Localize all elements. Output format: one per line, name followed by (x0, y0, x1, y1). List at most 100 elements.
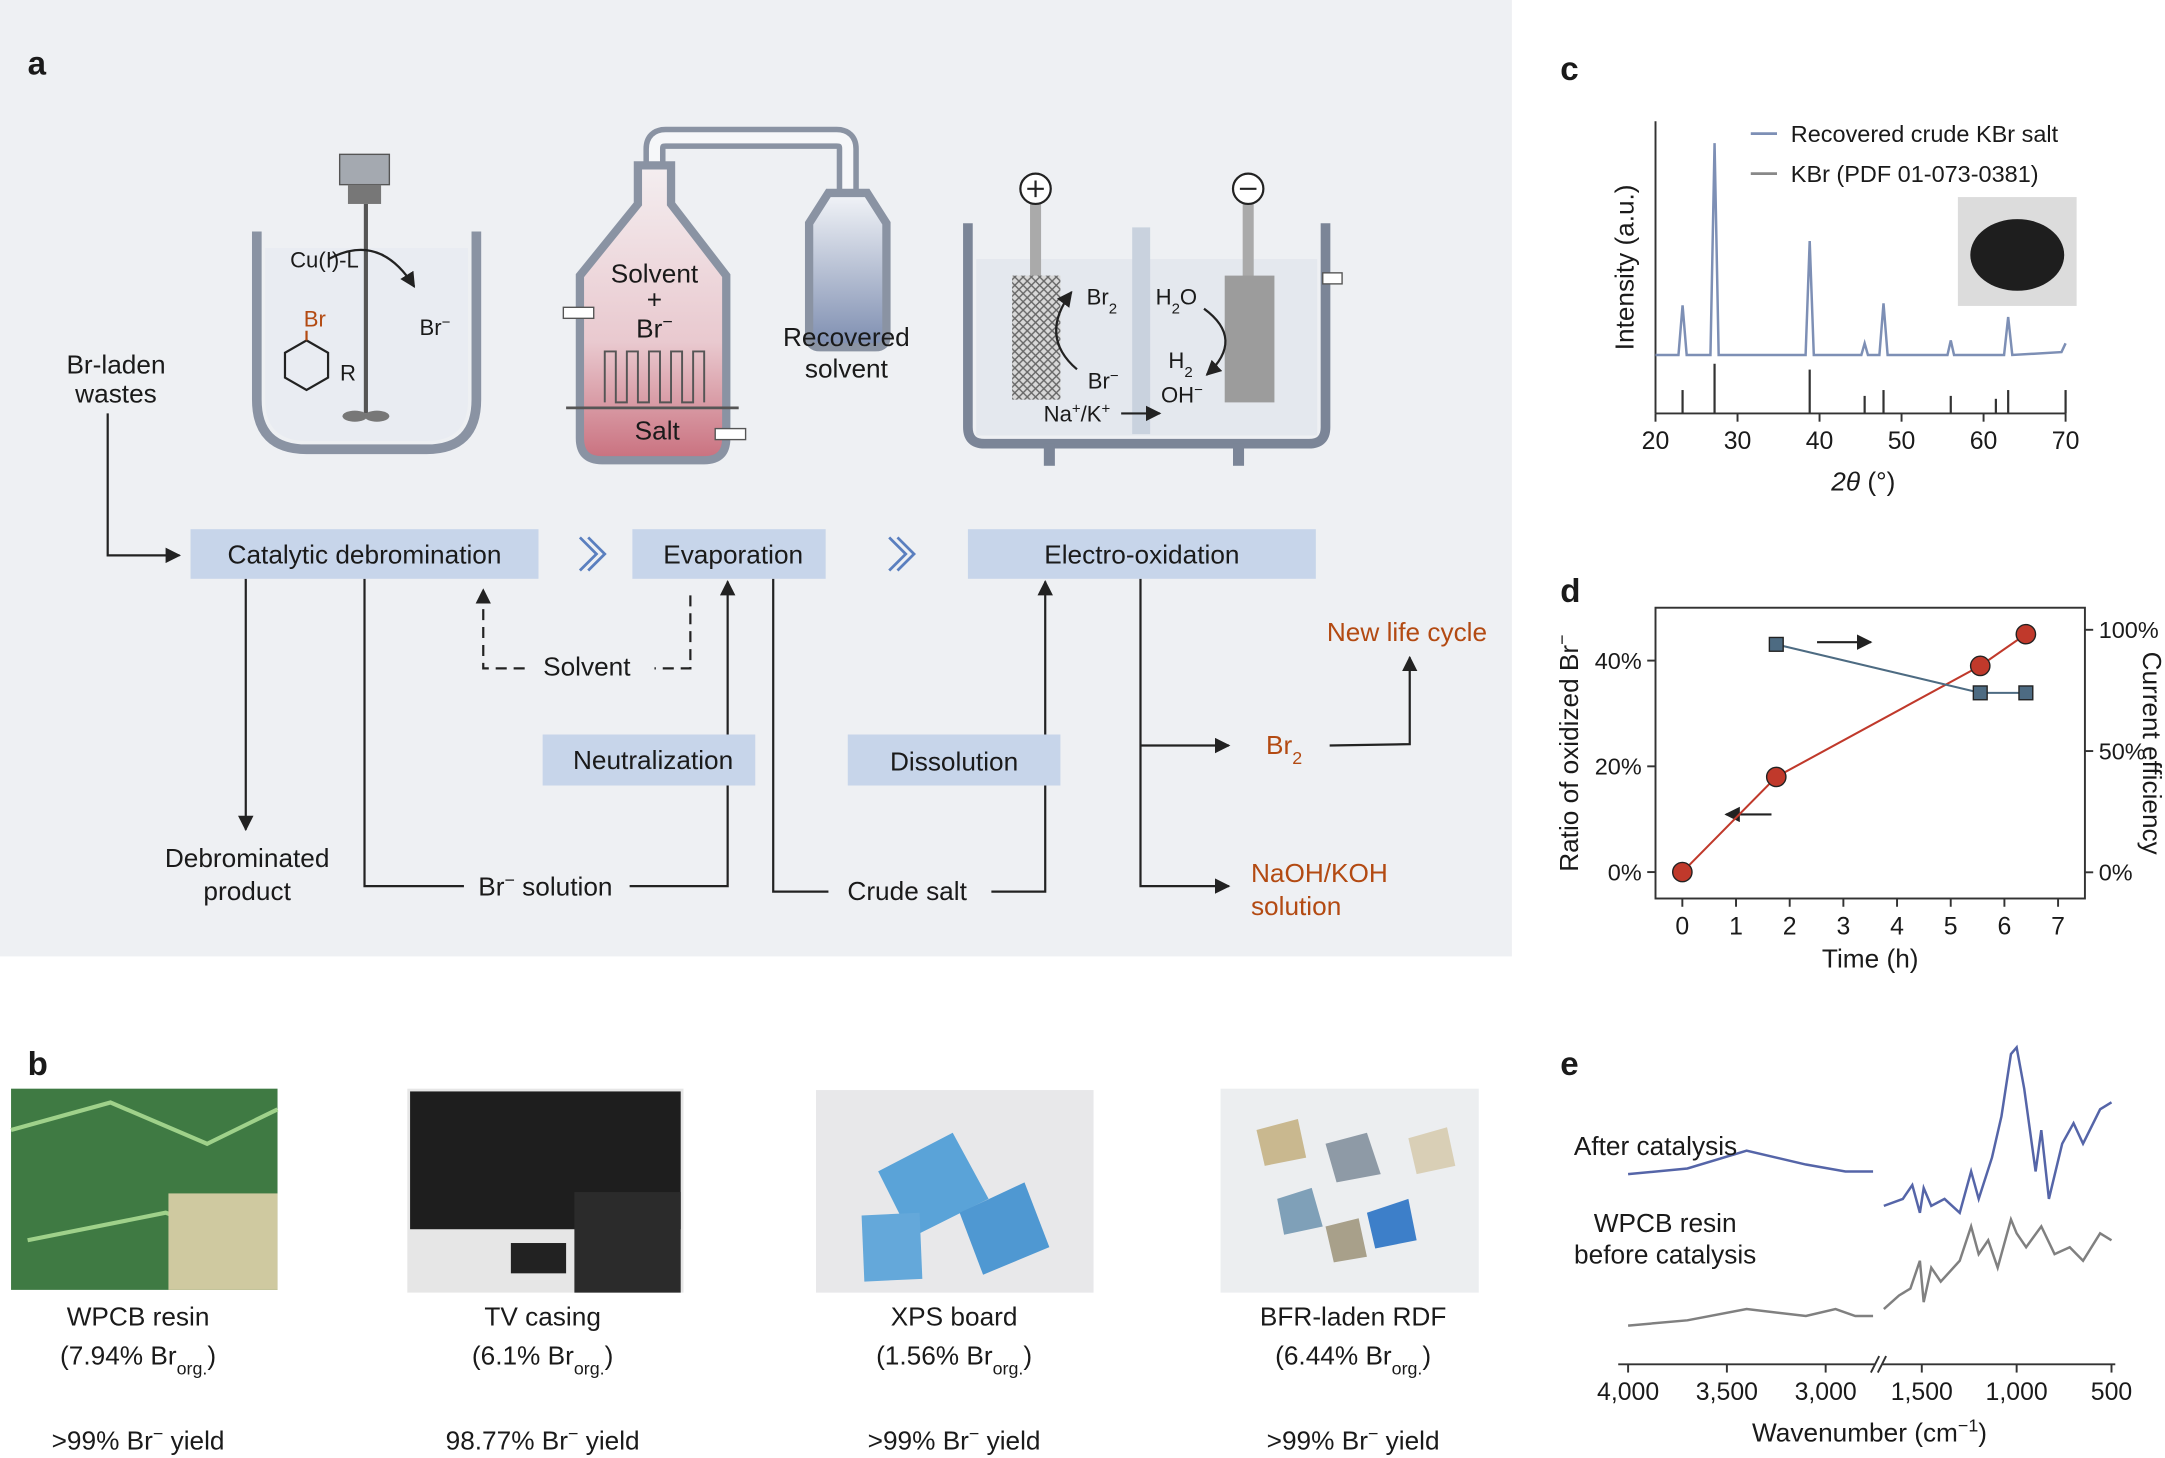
data-point (2018, 685, 2034, 701)
shape (364, 410, 390, 422)
x-tick-label: 50 (1888, 428, 1916, 455)
shape (1366, 1198, 1417, 1249)
panel-d-arrows (1724, 634, 1873, 823)
x-tick-label: 0 (1675, 913, 1689, 940)
legend-label: KBr (PDF 01-073-0381) (1791, 161, 2039, 187)
text-part: (6.44% Br (1275, 1340, 1392, 1370)
shape (967, 529, 1316, 579)
process-step: Dissolution (890, 746, 1018, 776)
text-part: 2θ (1830, 467, 1860, 497)
label: product (203, 876, 291, 906)
text-part: (1.56% Br (876, 1340, 993, 1370)
text-part: − (1368, 1424, 1378, 1444)
x-tick-label: 20 (1642, 428, 1670, 455)
text-part: H (1168, 348, 1184, 373)
sample-name: BFR-laden RDF (1260, 1302, 1446, 1332)
text-part: − (153, 1424, 163, 1444)
text-part: ) (1978, 1417, 1987, 1447)
text-part: ) (605, 1340, 614, 1370)
spectrum-line (1883, 1044, 2113, 1216)
sample-name: XPS board (891, 1302, 1018, 1332)
text-part: Br (478, 872, 504, 902)
data-point (1768, 636, 1784, 652)
data-point (1671, 861, 1693, 883)
plot-frame (1654, 606, 2086, 900)
y-tick-label: 20% (1595, 754, 1642, 780)
label: wastes (74, 378, 157, 408)
y2-tick-label: 100% (2099, 617, 2159, 643)
label: Br2 (1266, 730, 1302, 768)
y-tick-label: 40% (1595, 648, 1642, 674)
shape (1043, 443, 1055, 466)
shape (629, 580, 736, 888)
label: Br− (1088, 367, 1119, 393)
process-step: Catalytic debromination (228, 540, 502, 570)
x-axis-label: Wavenumber (cm−1) (1752, 1415, 1987, 1447)
spectrum-line (1655, 143, 2067, 357)
text-part: −1 (1958, 1415, 1978, 1435)
panel-label: e (1560, 1046, 1578, 1083)
legend-label: Recovered crude KBr salt (1791, 121, 2059, 147)
shape (475, 588, 525, 670)
x-tick-label: 5 (1944, 913, 1958, 940)
spectrum-line (1883, 1215, 2113, 1310)
label: Br− solution (478, 870, 612, 902)
shape (1325, 1132, 1381, 1183)
shape (338, 153, 391, 186)
shape (861, 1212, 923, 1282)
shape (1139, 578, 1231, 894)
label: Solvent (611, 259, 699, 289)
sample-composition: (6.1% Brorg.) (472, 1340, 613, 1378)
y2-tick-label: 50% (2099, 738, 2146, 764)
label: NaOH/KOH (1251, 858, 1388, 888)
spectrum-line (1627, 1307, 1874, 1327)
label: Br (304, 307, 326, 332)
shape (1322, 272, 1343, 285)
shape (963, 223, 1331, 449)
text-part: (7.94% Br (60, 1340, 177, 1370)
text-part: solution (515, 872, 613, 902)
shape (1203, 307, 1227, 376)
text-part: + (1102, 400, 1111, 417)
text-part: 2 (1109, 300, 1117, 317)
shape (283, 339, 330, 392)
label: Cu(I)-L (290, 247, 359, 272)
sample-yield: >99% Br− yield (52, 1424, 225, 1456)
shape (1027, 180, 1044, 198)
label: Na+/K+ (1044, 400, 1111, 426)
shape (603, 350, 706, 404)
text-part: Br (1087, 285, 1109, 310)
sample-yield: 98.77% Br− yield (446, 1424, 640, 1456)
series-line (1681, 633, 2027, 873)
spectrum-line (1627, 1149, 1874, 1176)
shape (1132, 227, 1151, 435)
shape (574, 1192, 681, 1293)
x-tick-label: 3 (1836, 913, 1850, 940)
y2-axis-label: Current efficiency (2137, 652, 2165, 856)
shape (1224, 275, 1275, 403)
sample-name: TV casing (484, 1302, 601, 1332)
shape (772, 578, 829, 893)
text-part: (6.1% Br (472, 1340, 574, 1370)
x-tick-label: 500 (2091, 1379, 2132, 1406)
text-part: yield (979, 1426, 1040, 1456)
panel-label: d (1560, 573, 1580, 610)
axis-break (1870, 1355, 1881, 1373)
shape (251, 231, 482, 455)
label: solution (1251, 891, 1341, 921)
label: + (647, 285, 662, 315)
process-step: Neutralization (573, 745, 733, 775)
series-label: WPCB resin before catalysis (1574, 1209, 1757, 1271)
text-part: org. (574, 1358, 605, 1378)
shape (648, 132, 854, 202)
label: Recovered (783, 322, 910, 352)
text-part: − (442, 313, 451, 330)
text-part: >99% Br (52, 1426, 154, 1456)
shape (804, 188, 891, 352)
shape (0, 0, 1512, 957)
text-part: Br (1088, 369, 1110, 394)
axis-break (1876, 1355, 1887, 1373)
text-part: OH (1161, 382, 1194, 407)
text-part: yield (578, 1426, 639, 1456)
y-axis-label: Ratio of oxidized Br− (1552, 634, 1584, 871)
